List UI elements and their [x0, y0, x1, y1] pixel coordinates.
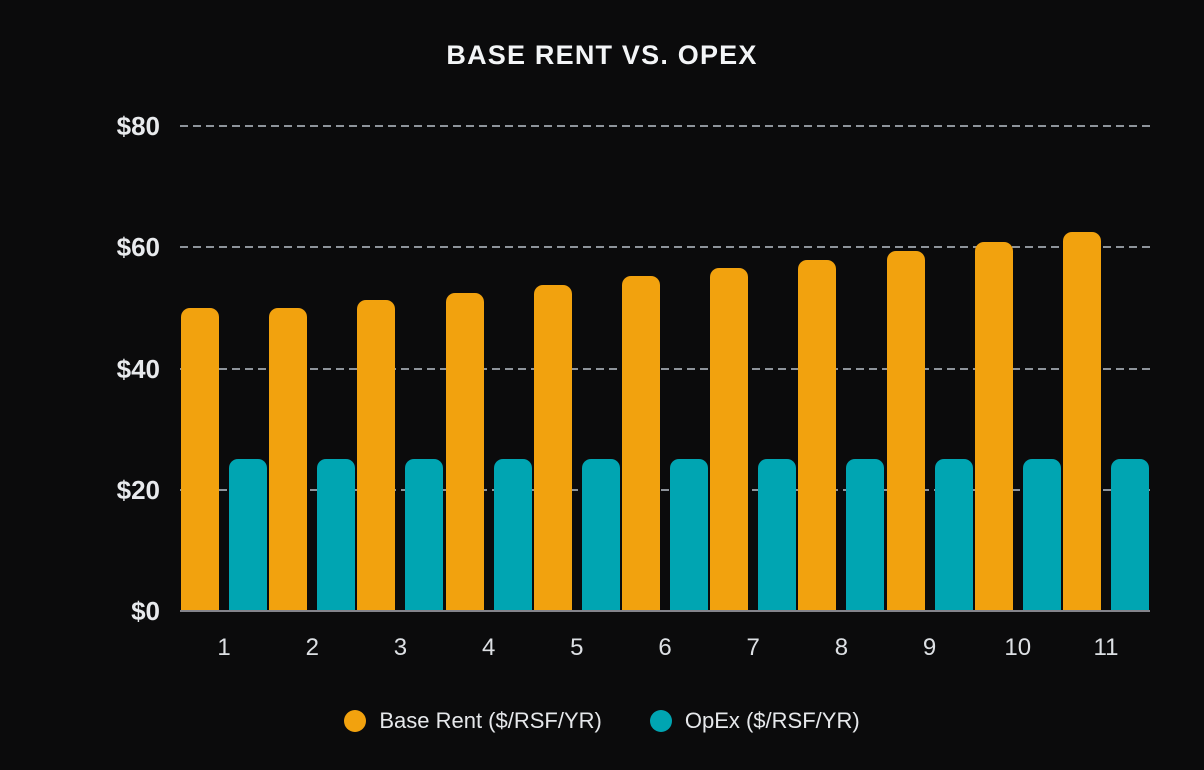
- legend-label-base-rent: Base Rent ($/RSF/YR): [379, 708, 602, 733]
- x-axis-tick-label-11: 11: [1093, 634, 1119, 661]
- bar-base-rent-year-1: [181, 307, 220, 611]
- bar-group-year-7: [709, 126, 797, 611]
- bar-base-rent-year-11: [1062, 232, 1101, 611]
- bar-group-year-9: [886, 126, 974, 611]
- y-axis-tick-label-40: $40: [116, 353, 160, 384]
- bar-group-year-3: [356, 126, 444, 611]
- bar-group-year-10: [974, 126, 1062, 611]
- bar-group-year-8: [797, 126, 885, 611]
- gridline-80: [180, 125, 1150, 127]
- x-axis-line: [180, 610, 1150, 612]
- legend-dot-opex: [649, 710, 672, 732]
- bar-group-year-1: [180, 126, 268, 611]
- bar-group-year-11: [1062, 126, 1150, 611]
- bar-opex-year-5: [581, 459, 620, 611]
- bar-group-year-4: [445, 126, 533, 611]
- x-axis-labels: 1 2 3 4 5 6 7 8 9 10 11: [180, 634, 1150, 662]
- gridline-20: [180, 488, 1150, 491]
- bar-group-year-2: [268, 126, 356, 611]
- bar-opex-year-3: [405, 459, 444, 611]
- bar-opex-year-2: [317, 459, 356, 611]
- y-axis-tick-label-0: $0: [131, 596, 160, 626]
- legend-label-opex: OpEx ($/RSF/YR): [684, 708, 860, 733]
- bar-base-rent-year-8: [798, 259, 837, 611]
- bar-opex-year-4: [493, 459, 532, 611]
- chart-legend: Base Rent ($/RSF/YR) OpEx ($/RSF/YR): [0, 708, 1204, 734]
- legend-item-base-rent[interactable]: Base Rent ($/RSF/YR): [344, 708, 602, 734]
- gridline-40: [180, 367, 1150, 370]
- bar-base-rent-year-3: [357, 300, 396, 611]
- bar-base-rent-year-6: [622, 276, 661, 611]
- x-axis-tick-label-1: 1: [217, 634, 231, 661]
- bar-group-year-6: [621, 126, 709, 611]
- bar-base-rent-year-5: [533, 284, 572, 611]
- bars-container: [180, 126, 1150, 611]
- x-axis-tick-label-4: 4: [481, 634, 496, 661]
- y-axis-tick-label-60: $60: [116, 232, 160, 263]
- bar-base-rent-year-2: [269, 307, 308, 611]
- x-axis-tick-label-5: 5: [570, 634, 584, 661]
- bar-base-rent-year-9: [886, 250, 925, 611]
- bar-opex-year-9: [934, 459, 973, 611]
- bar-opex-year-1: [229, 459, 268, 611]
- x-axis-tick-label-8: 8: [834, 634, 849, 661]
- bar-group-year-5: [533, 126, 621, 611]
- bar-opex-year-8: [846, 459, 885, 611]
- bar-opex-year-7: [758, 459, 797, 611]
- bar-base-rent-year-7: [710, 268, 749, 611]
- x-axis-tick-label-2: 2: [305, 634, 319, 661]
- legend-item-opex[interactable]: OpEx ($/RSF/YR): [649, 708, 860, 734]
- legend-dot-base-rent: [344, 710, 367, 732]
- x-axis-tick-label-7: 7: [746, 634, 760, 661]
- bar-opex-year-10: [1022, 459, 1061, 611]
- bar-base-rent-year-4: [445, 292, 484, 611]
- y-axis-tick-label-80: $80: [116, 111, 160, 141]
- x-axis-tick-label-3: 3: [393, 634, 408, 661]
- bar-base-rent-year-10: [974, 241, 1013, 611]
- y-axis-tick-label-20: $20: [116, 474, 160, 505]
- bar-opex-year-6: [670, 459, 709, 611]
- x-axis-tick-label-10: 10: [1004, 634, 1032, 661]
- gridline-60: [180, 246, 1150, 249]
- plot-area: $80 $60 $40 $20 $0: [117, 111, 1150, 626]
- x-axis-tick-label-6: 6: [658, 634, 672, 661]
- bar-opex-year-11: [1110, 459, 1149, 611]
- chart-title: BASE RENT VS. OPEX: [446, 40, 758, 70]
- x-axis-tick-label-9: 9: [922, 634, 937, 661]
